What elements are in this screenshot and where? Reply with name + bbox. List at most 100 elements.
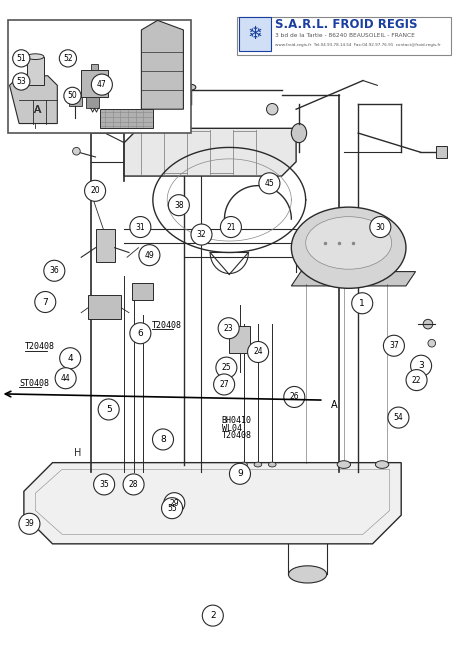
Bar (27, 57, 44, 85)
Text: www.froid-regis.fr  Tel:04.93.78.14.54  Fax:04.92.97.76.91  contact@froid-regis.: www.froid-regis.fr Tel:04.93.78.14.54 Fa… (275, 43, 441, 47)
Circle shape (220, 216, 241, 237)
Ellipse shape (337, 460, 351, 468)
Ellipse shape (254, 462, 262, 467)
Ellipse shape (289, 566, 327, 583)
Circle shape (168, 195, 189, 216)
Ellipse shape (306, 216, 392, 269)
Circle shape (229, 463, 250, 485)
Text: 24: 24 (253, 347, 263, 356)
Text: 27: 27 (219, 380, 229, 389)
Circle shape (153, 429, 173, 450)
Circle shape (44, 260, 65, 281)
Polygon shape (9, 76, 57, 124)
Circle shape (191, 224, 212, 245)
Circle shape (370, 216, 391, 237)
Circle shape (410, 355, 432, 376)
Circle shape (13, 50, 30, 67)
Bar (91, 64, 99, 70)
Text: 7: 7 (42, 298, 48, 307)
Text: 30: 30 (375, 222, 385, 232)
Ellipse shape (240, 462, 247, 467)
Text: 9: 9 (237, 470, 243, 478)
Text: H: H (73, 448, 81, 458)
Text: A: A (34, 105, 41, 115)
Circle shape (91, 74, 112, 95)
Polygon shape (124, 128, 296, 176)
Text: 3 bd de la Tartie - 86240 BEAUSOLEIL - FRANCE: 3 bd de la Tartie - 86240 BEAUSOLEIL - F… (275, 33, 415, 38)
Text: 5: 5 (106, 405, 111, 414)
Circle shape (214, 374, 235, 395)
Circle shape (259, 173, 280, 194)
Text: 31: 31 (136, 222, 145, 232)
Text: ❄: ❄ (247, 25, 263, 43)
Circle shape (162, 498, 182, 519)
Text: 44: 44 (61, 373, 71, 383)
Ellipse shape (375, 460, 389, 468)
Circle shape (247, 341, 269, 362)
Circle shape (13, 73, 30, 90)
Circle shape (123, 474, 144, 495)
Bar (100, 109, 153, 128)
Circle shape (383, 336, 404, 356)
Circle shape (216, 357, 237, 378)
Ellipse shape (186, 84, 196, 90)
Circle shape (59, 50, 76, 67)
Circle shape (55, 368, 76, 388)
Text: 53: 53 (17, 77, 26, 86)
Ellipse shape (423, 319, 433, 329)
Text: 45: 45 (264, 179, 274, 188)
Text: 22: 22 (412, 375, 421, 385)
Text: 21: 21 (226, 222, 236, 232)
Bar (239, 16, 271, 51)
Circle shape (164, 492, 185, 513)
Circle shape (388, 407, 409, 428)
Circle shape (64, 87, 81, 105)
Text: 25: 25 (221, 363, 231, 372)
Bar (81, 70, 108, 97)
Circle shape (130, 216, 151, 237)
Text: S.A.R.L. FROID REGIS: S.A.R.L. FROID REGIS (275, 18, 418, 31)
Bar (237, 16, 451, 55)
Ellipse shape (292, 207, 406, 288)
Text: 1: 1 (359, 299, 365, 308)
Circle shape (19, 513, 40, 534)
Text: 26: 26 (290, 392, 299, 402)
Circle shape (139, 245, 160, 266)
Polygon shape (24, 462, 401, 544)
Text: 50: 50 (68, 92, 77, 100)
Circle shape (406, 370, 427, 390)
Circle shape (35, 292, 56, 313)
Ellipse shape (73, 147, 80, 155)
Bar (8, 20, 191, 133)
Text: 20: 20 (90, 186, 100, 196)
Text: 49: 49 (145, 250, 155, 260)
Text: 2: 2 (210, 611, 216, 620)
Bar (436, 146, 447, 158)
Text: 52: 52 (63, 54, 73, 63)
Text: 4: 4 (67, 354, 73, 363)
Ellipse shape (266, 103, 278, 115)
Circle shape (60, 348, 81, 369)
Text: ST0408: ST0408 (19, 379, 49, 388)
Text: 36: 36 (49, 266, 59, 275)
Text: T20408: T20408 (222, 431, 252, 440)
Ellipse shape (27, 54, 44, 60)
Text: 29: 29 (170, 498, 179, 508)
Ellipse shape (268, 462, 276, 467)
Ellipse shape (89, 122, 99, 130)
Circle shape (284, 387, 305, 407)
Text: 55: 55 (167, 504, 177, 513)
Text: A: A (331, 400, 338, 410)
Text: 39: 39 (25, 519, 34, 528)
Text: WL04: WL04 (222, 424, 242, 433)
Circle shape (98, 399, 119, 420)
Text: 35: 35 (99, 480, 109, 489)
Circle shape (84, 181, 106, 201)
Text: 51: 51 (17, 54, 26, 63)
Bar (69, 97, 82, 107)
Text: BH0410: BH0410 (222, 416, 252, 425)
Circle shape (202, 605, 223, 626)
Circle shape (130, 322, 151, 344)
Ellipse shape (428, 339, 436, 347)
Polygon shape (141, 20, 183, 109)
